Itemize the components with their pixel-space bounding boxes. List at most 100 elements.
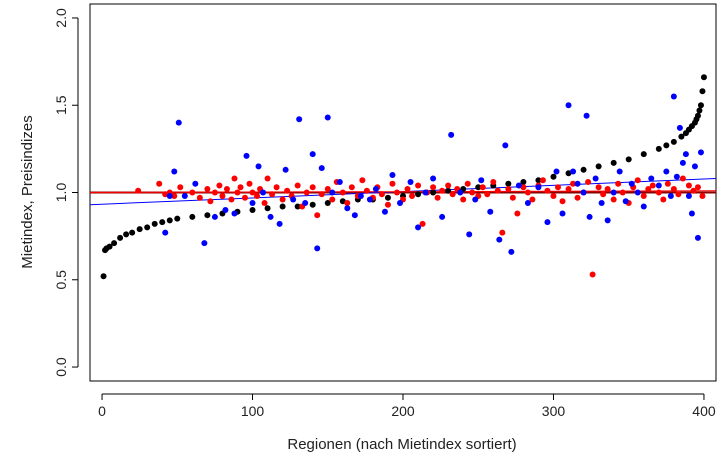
data-point (676, 124, 683, 131)
data-point (640, 151, 647, 158)
data-point (616, 168, 623, 175)
data-point (598, 199, 605, 206)
data-point (136, 226, 143, 233)
data-point (393, 189, 400, 196)
data-point (279, 196, 286, 203)
data-point (580, 166, 587, 173)
x-tick-label: 0 (98, 403, 106, 419)
data-point (655, 145, 662, 152)
data-point (670, 93, 677, 100)
data-point (469, 189, 476, 196)
data-point (502, 142, 509, 149)
data-point (550, 192, 557, 199)
data-point (189, 213, 196, 220)
data-point (378, 191, 385, 198)
data-point (694, 234, 701, 241)
data-point (544, 187, 551, 194)
y-axis: 0.0 0.5 1.0 1.5 2.0 (53, 8, 79, 377)
data-point (171, 168, 178, 175)
y-tick-label: 0.5 (53, 270, 69, 290)
data-point (260, 189, 267, 196)
data-point (372, 186, 379, 193)
data-point (294, 203, 301, 210)
data-point (415, 182, 422, 189)
data-point (529, 196, 536, 203)
data-point (565, 170, 572, 177)
data-point (544, 219, 551, 226)
data-point (177, 184, 184, 191)
data-point (585, 179, 592, 186)
data-point (302, 199, 309, 206)
data-point (699, 192, 706, 199)
data-point (595, 163, 602, 170)
data-point (691, 163, 698, 170)
data-point (550, 173, 557, 180)
data-point (439, 187, 446, 194)
y-tick-label: 1.0 (53, 183, 69, 203)
data-point (515, 182, 522, 189)
data-point (475, 184, 482, 191)
data-point (415, 191, 422, 198)
data-point (600, 191, 607, 198)
data-point (175, 119, 182, 126)
data-point (688, 210, 695, 217)
data-point (100, 273, 107, 280)
data-point (484, 191, 491, 198)
data-point (166, 192, 173, 199)
data-point (237, 184, 244, 191)
data-point (171, 192, 178, 199)
data-point (430, 184, 437, 191)
data-point (434, 194, 441, 201)
data-point (404, 186, 411, 193)
data-point (508, 248, 515, 255)
data-point (645, 186, 652, 193)
data-point (595, 184, 602, 191)
data-point (679, 159, 686, 166)
data-point (505, 180, 512, 187)
data-point (694, 112, 701, 119)
data-point (700, 74, 707, 81)
data-point (363, 187, 370, 194)
data-point (583, 112, 590, 119)
data-point (580, 189, 587, 196)
data-point (628, 180, 635, 187)
data-point (682, 151, 689, 158)
data-point (296, 116, 303, 123)
data-point (499, 229, 506, 236)
data-point (249, 206, 256, 213)
data-point (192, 180, 199, 187)
data-point (514, 210, 521, 217)
data-point (604, 186, 611, 193)
data-point (290, 196, 297, 203)
data-point (159, 219, 166, 226)
data-point (359, 177, 366, 184)
data-point (673, 173, 680, 180)
data-point (129, 229, 136, 236)
data-point (303, 189, 310, 196)
data-point (255, 163, 262, 170)
data-point (634, 189, 641, 196)
data-point (409, 192, 416, 199)
data-point (574, 194, 581, 201)
data-point (663, 168, 670, 175)
data-point (699, 88, 706, 95)
data-point (344, 199, 351, 206)
data-point (570, 168, 577, 175)
data-point (574, 180, 581, 187)
data-point (407, 179, 414, 186)
data-point (554, 184, 561, 191)
data-point (344, 205, 351, 212)
data-point (189, 189, 196, 196)
data-point (324, 199, 331, 206)
data-point (670, 138, 677, 145)
data-point (276, 220, 283, 227)
data-point (570, 180, 577, 187)
x-axis: 0 100 200 300 400 (98, 393, 716, 419)
data-point (309, 184, 316, 191)
y-tick-label: 2.0 (53, 8, 69, 28)
data-point (264, 175, 271, 182)
data-point (490, 179, 497, 186)
data-point (422, 189, 429, 196)
data-point (622, 198, 629, 205)
